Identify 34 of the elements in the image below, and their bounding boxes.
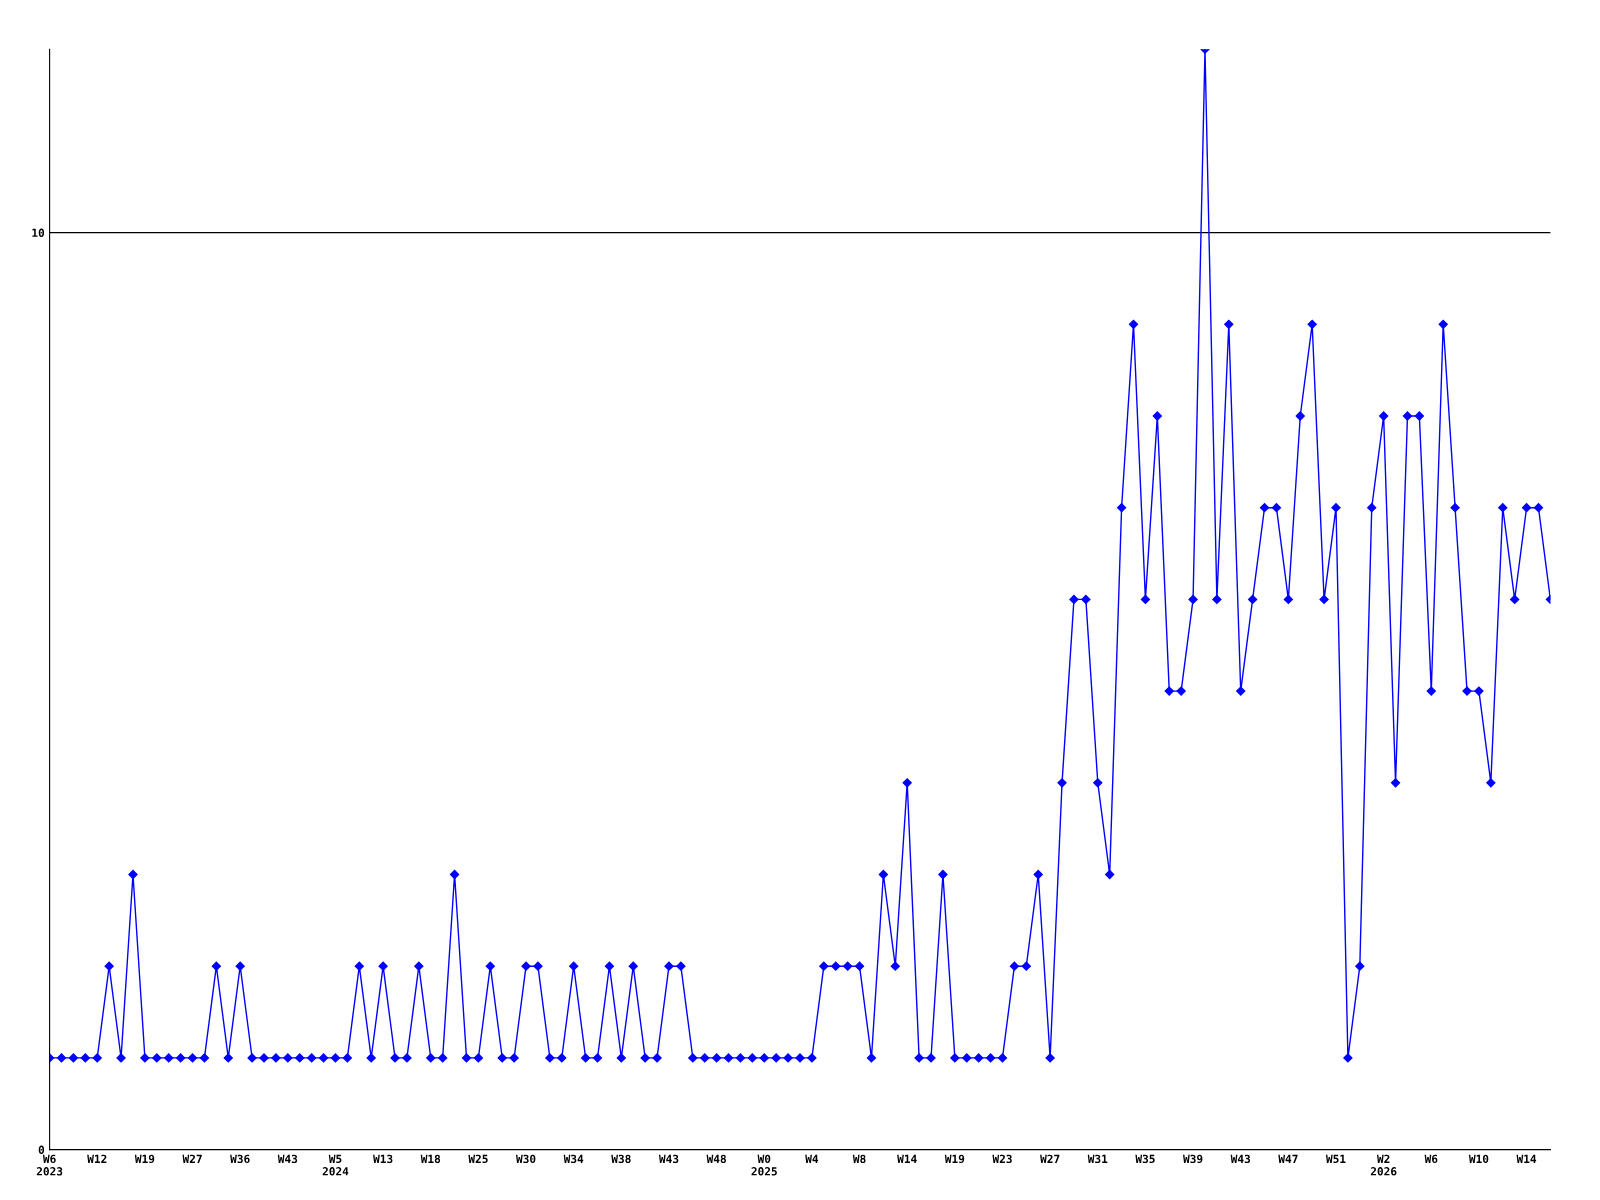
x-tick-label: W27 xyxy=(1040,1154,1060,1163)
x-tick-label: W12 xyxy=(87,1154,107,1163)
x-tick-label: W25 xyxy=(468,1154,488,1164)
x-tick-label: W10 xyxy=(1468,1154,1489,1164)
y-tick-label: 0 xyxy=(38,1145,45,1154)
x-tick-label: W51 xyxy=(1325,1154,1346,1164)
x-tick-label: W0 2025 xyxy=(751,1154,777,1176)
x-tick-label: W5 2024 xyxy=(322,1154,349,1176)
x-tick-label: W36 xyxy=(230,1154,250,1164)
x-tick-label: W13 xyxy=(373,1154,393,1164)
x-tick-label: W27 xyxy=(182,1154,202,1163)
x-tick-label: W6 2023 xyxy=(36,1154,63,1176)
x-tick-label: W43 xyxy=(1230,1154,1251,1164)
x-tick-label: W19 xyxy=(134,1154,155,1164)
x-tick-label: W14 xyxy=(1516,1154,1537,1163)
x-tick-label: W34 xyxy=(563,1154,584,1164)
x-tick-label: W4 xyxy=(805,1154,819,1163)
x-tick-label: W19 xyxy=(944,1154,965,1164)
x-tick-label: W6 xyxy=(1424,1154,1438,1164)
y-tick-label: 10 xyxy=(32,228,45,237)
x-tick-label: W38 xyxy=(611,1154,631,1164)
x-tick-label: W14 xyxy=(897,1154,917,1163)
x-tick-label: W47 xyxy=(1278,1154,1298,1163)
x-tick-label: W43 xyxy=(658,1154,679,1164)
x-tick-label: W35 xyxy=(1135,1154,1155,1164)
x-tick-label: W8 xyxy=(852,1154,866,1164)
x-tick-label: W43 xyxy=(277,1154,298,1164)
x-tick-label: W48 xyxy=(706,1154,726,1164)
x-tick-label: W31 xyxy=(1087,1154,1108,1164)
x-tick-label: W23 xyxy=(992,1154,1012,1164)
x-tick-label: W30 xyxy=(516,1154,536,1164)
x-tick-label: W39 xyxy=(1183,1154,1203,1164)
x-tick-label: W2 2026 xyxy=(1370,1154,1397,1176)
x-tick-label: W18 xyxy=(420,1154,441,1164)
